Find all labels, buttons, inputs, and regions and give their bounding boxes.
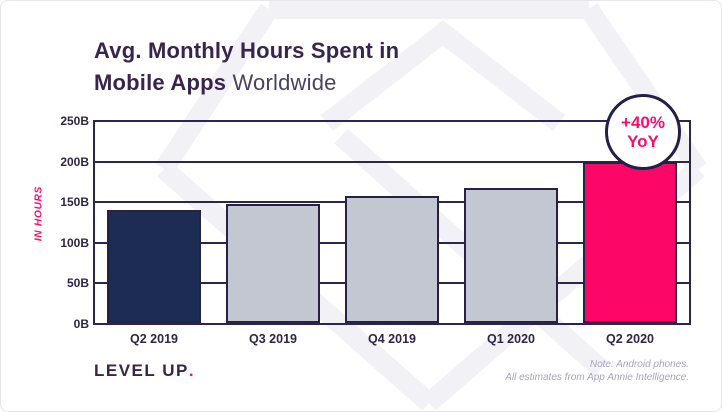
x-axis-label: Q2 2019	[130, 332, 178, 346]
y-axis-title: IN HOURS	[33, 185, 45, 242]
bar-q4-2019	[345, 196, 439, 323]
chart-title: Avg. Monthly Hours Spent in Mobile Apps …	[94, 35, 399, 99]
y-tick-label: 150B	[60, 195, 89, 209]
x-axis-label: Q1 2020	[487, 332, 535, 346]
bar-q1-2020	[464, 188, 558, 323]
chart-title-line2: Mobile Apps Worldwide	[94, 67, 399, 99]
x-axis-label: Q4 2019	[368, 332, 416, 346]
chart-title-line2-regular: Worldwide	[226, 70, 337, 95]
source-note-line1: Note: Android phones.	[589, 359, 689, 370]
chart-title-line2-bold: Mobile Apps	[94, 70, 227, 95]
y-tick-label: 250B	[60, 114, 89, 128]
bar-q2-2019	[107, 210, 201, 323]
brand-logo-text: LEVEL UP	[94, 361, 189, 380]
y-tick-label: 100B	[60, 236, 89, 250]
x-axis-label: Q2 2020	[606, 332, 654, 346]
plot-area	[93, 120, 691, 325]
y-tick-label: 50B	[66, 276, 89, 290]
bar-q3-2019	[226, 204, 320, 323]
y-tick-label: 0B	[73, 317, 89, 331]
yoy-badge-value: +40%	[621, 113, 665, 132]
brand-logo: LEVEL UP.	[94, 361, 194, 381]
yoy-badge-label: YoY	[627, 132, 659, 151]
bar-q2-2020	[583, 162, 677, 323]
source-note-line2: All estimates from App Annie Intelligenc…	[505, 372, 689, 383]
x-axis-label: Q3 2019	[249, 332, 297, 346]
brand-logo-period: .	[188, 361, 194, 380]
yoy-badge: +40% YoY	[605, 94, 681, 170]
chart-title-line1: Avg. Monthly Hours Spent in	[94, 38, 400, 63]
source-note: Note: Android phones. All estimates from…	[505, 358, 689, 384]
y-tick-label: 200B	[60, 155, 89, 169]
